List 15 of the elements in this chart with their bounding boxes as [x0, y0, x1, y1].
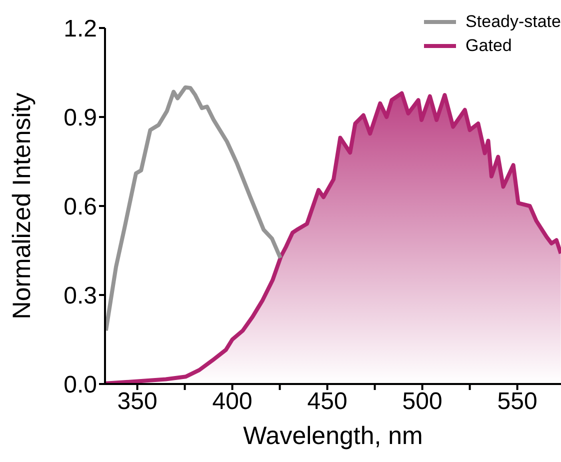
x-tick-label: 500	[402, 388, 442, 416]
x-tick-label: 400	[212, 388, 252, 416]
x-tick-label: 550	[497, 388, 538, 416]
x-tick-label: 350	[117, 388, 158, 416]
line-series	[105, 85, 282, 333]
x-tick-label: 450	[307, 388, 348, 416]
y-tick-label: 0.0	[64, 372, 97, 399]
legend-label: Steady-state	[466, 12, 561, 32]
y-tick-label: 0.6	[64, 194, 97, 221]
y-tick-label: 1.2	[64, 16, 97, 43]
y-tick-label: 0.9	[64, 104, 97, 132]
legend-label: Gated	[466, 36, 512, 56]
y-axis-title: Normalized Intensity	[8, 92, 36, 320]
y-tick-label: 0.3	[64, 282, 97, 310]
x-axis-title: Wavelength, nm	[243, 422, 423, 450]
